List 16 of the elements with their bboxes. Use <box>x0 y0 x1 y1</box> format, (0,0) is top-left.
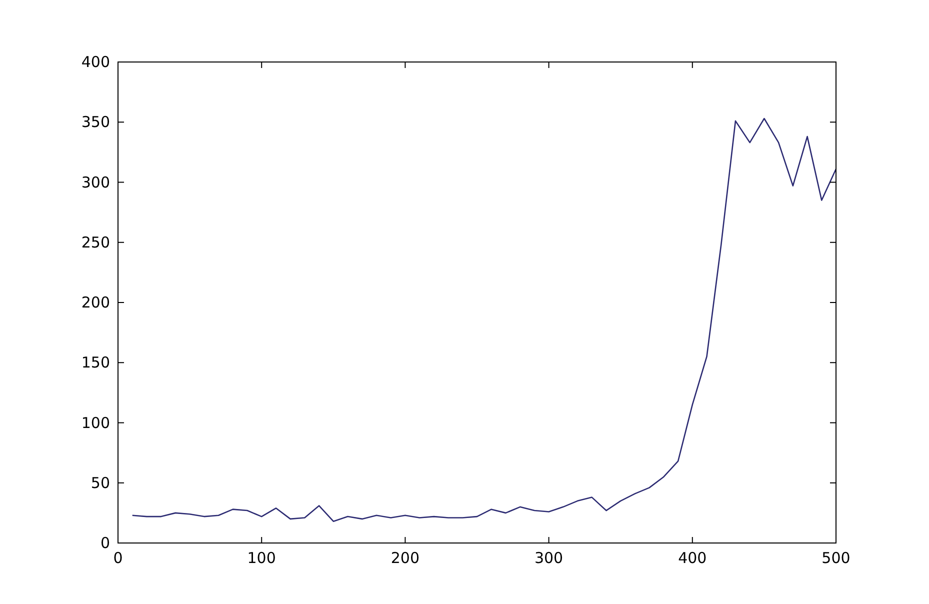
x-tick-label: 400 <box>678 549 707 567</box>
y-tick-label: 400 <box>81 53 110 71</box>
y-tick-label: 150 <box>81 354 110 372</box>
y-tick-label: 200 <box>81 294 110 312</box>
x-tick-label: 200 <box>390 549 420 567</box>
y-tick-label: 0 <box>100 534 110 552</box>
x-tick-label: 0 <box>113 549 123 567</box>
x-tick-label: 100 <box>247 549 276 567</box>
x-tick-label: 500 <box>822 549 850 567</box>
y-tick-label: 100 <box>81 414 110 432</box>
y-tick-label: 300 <box>81 173 110 192</box>
line-series <box>132 118 837 522</box>
y-tick-label: 350 <box>81 113 110 132</box>
y-tick-label: 250 <box>81 233 110 252</box>
y-tick-label: 50 <box>90 474 110 492</box>
x-tick-label: 300 <box>534 549 564 567</box>
